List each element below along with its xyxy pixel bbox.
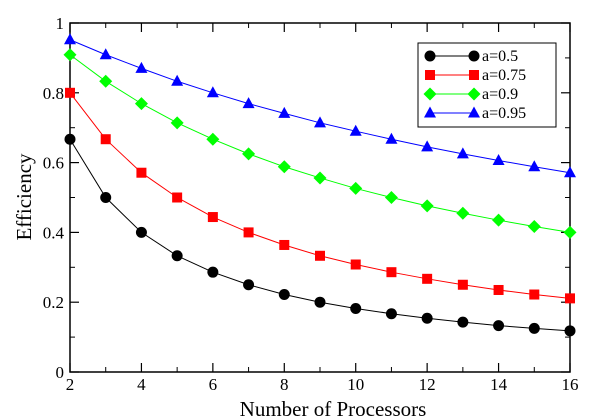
data-point-a-0-75 (315, 250, 325, 261)
data-point-a-0-75 (136, 167, 147, 178)
data-point-a-0-95 (242, 97, 255, 109)
x-tick-label: 14 (490, 375, 508, 394)
legend-marker-a-0-75 (425, 70, 435, 80)
y-tick-label: 1 (56, 14, 65, 33)
data-point-a-0-95 (171, 74, 184, 86)
data-point-a-0-95 (421, 140, 434, 152)
data-point-a-0-75 (386, 267, 397, 278)
y-tick-label: 0 (56, 363, 65, 382)
data-point-a-0-75 (350, 259, 361, 270)
legend-label-a-0-5: a=0.5 (482, 48, 518, 65)
data-point-a-0-5 (457, 316, 469, 328)
x-tick-label: 6 (209, 375, 218, 394)
legend-label-a-0-9: a=0.9 (482, 86, 518, 103)
x-tick-label: 8 (280, 375, 289, 394)
data-point-a-0-5 (243, 279, 255, 291)
legend-marker-a-0-5 (424, 50, 436, 62)
y-tick-label: 0.8 (43, 84, 64, 103)
data-point-a-0-5 (100, 192, 112, 203)
legend-label-a-0-95: a=0.95 (482, 105, 526, 122)
data-point-a-0-9 (492, 213, 506, 227)
data-point-a-0-95 (456, 147, 469, 159)
data-point-a-0-9 (527, 219, 541, 233)
data-point-a-0-75 (529, 289, 540, 300)
x-tick-label: 4 (137, 375, 146, 394)
data-point-a-0-5 (64, 133, 76, 145)
data-point-a-0-95 (564, 166, 576, 178)
data-point-a-0-5 (350, 302, 362, 314)
x-axis-title: Number of Processors (240, 397, 427, 420)
data-point-a-0-9 (349, 181, 363, 195)
y-tick-label: 0.6 (43, 154, 64, 173)
data-point-a-0-5 (314, 296, 326, 308)
legend-marker-a-0-75 (469, 70, 479, 80)
y-axis-title: Efficiency (12, 153, 36, 241)
data-point-a-0-9 (313, 171, 327, 185)
legend-marker-a-0-5 (468, 50, 480, 62)
data-point-a-0-9 (456, 206, 470, 220)
y-tick-label: 0.2 (43, 293, 64, 312)
legend-marker-a-0-9 (423, 87, 437, 101)
data-point-a-0-75 (457, 279, 468, 290)
data-point-a-0-75 (65, 87, 75, 98)
x-tick-label: 12 (419, 375, 436, 394)
data-point-a-0-5 (385, 308, 397, 320)
data-point-a-0-9 (242, 147, 256, 161)
data-point-a-0-75 (565, 293, 575, 304)
data-point-a-0-95 (278, 106, 291, 118)
data-point-a-0-95 (492, 154, 505, 166)
x-tick-label: 2 (66, 375, 75, 394)
data-point-a-0-75 (422, 273, 433, 284)
legend-marker-a-0-95 (424, 106, 436, 118)
data-point-a-0-95 (99, 48, 112, 60)
legend-label-a-0-75: a=0.75 (482, 67, 526, 84)
data-point-a-0-75 (279, 239, 290, 250)
data-point-a-0-95 (314, 116, 326, 128)
y-tick-label: 0.4 (43, 223, 65, 242)
data-point-a-0-9 (99, 74, 113, 88)
data-point-a-0-9 (63, 48, 77, 62)
data-point-a-0-9 (206, 132, 220, 146)
legend-marker-a-0-95 (468, 106, 480, 118)
data-point-a-0-5 (278, 289, 290, 301)
data-point-a-0-9 (420, 199, 434, 213)
data-point-a-0-5 (135, 226, 147, 238)
data-point-a-0-95 (528, 160, 541, 172)
x-tick-label: 10 (347, 375, 364, 394)
x-tick-label: 16 (562, 375, 579, 394)
data-point-a-0-75 (172, 192, 183, 203)
data-point-a-0-9 (277, 160, 291, 174)
legend-marker-a-0-9 (467, 87, 481, 101)
data-point-a-0-95 (385, 132, 398, 144)
data-point-a-0-5 (493, 320, 505, 332)
data-point-a-0-95 (206, 86, 219, 98)
data-point-a-0-9 (384, 191, 398, 204)
data-point-a-0-9 (563, 225, 577, 239)
data-point-a-0-75 (243, 227, 254, 238)
data-point-a-0-95 (135, 61, 148, 73)
data-point-a-0-5 (564, 325, 576, 337)
data-point-a-0-75 (100, 134, 111, 145)
data-point-a-0-5 (421, 312, 433, 324)
data-point-a-0-5 (171, 250, 183, 262)
data-point-a-0-75 (493, 284, 504, 295)
data-point-a-0-95 (64, 33, 76, 45)
data-point-a-0-9 (170, 116, 184, 130)
data-point-a-0-5 (207, 266, 219, 278)
data-point-a-0-9 (134, 97, 148, 111)
data-point-a-0-75 (207, 212, 218, 223)
data-point-a-0-95 (349, 124, 362, 136)
data-point-a-0-5 (528, 322, 540, 334)
